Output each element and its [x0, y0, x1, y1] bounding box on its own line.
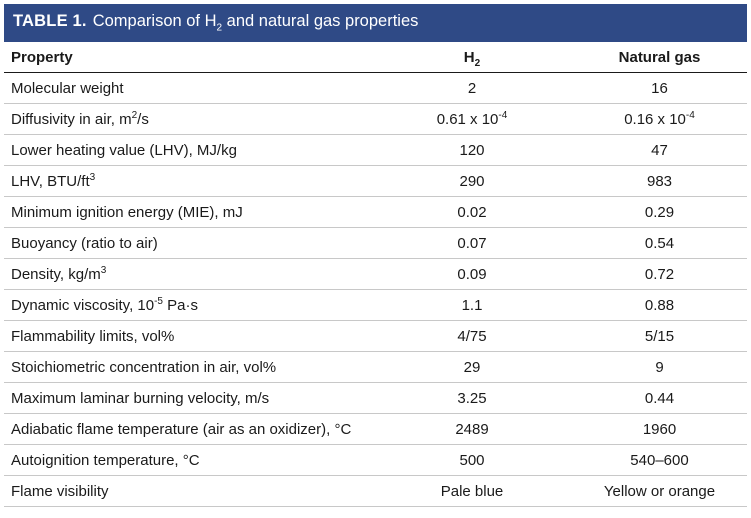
cell-h2: 0.07 [372, 227, 572, 259]
table-row: Dynamic viscosity, 10-5 Pa·s 1.1 0.88 [4, 289, 747, 321]
table-row: Maximum laminar burning velocity, m/s 3.… [4, 382, 747, 414]
properties-table: Property H2 Natural gas Molecular weight… [4, 42, 747, 507]
cell-h2: Pale blue [372, 475, 572, 507]
cell-h2: 4/75 [372, 320, 572, 352]
cell-natural-gas: 0.88 [572, 289, 747, 321]
table-row: Flame visibility Pale blue Yellow or ora… [4, 475, 747, 507]
cell-property: Density, kg/m3 [4, 258, 372, 290]
cell-h2: 1.1 [372, 289, 572, 321]
cell-property: LHV, BTU/ft3 [4, 165, 372, 197]
cell-h2: 290 [372, 165, 572, 197]
table-row: Flammability limits, vol% 4/75 5/15 [4, 320, 747, 352]
cell-natural-gas: Yellow or orange [572, 475, 747, 507]
cell-natural-gas: 0.16 x 10-4 [572, 103, 747, 135]
cell-property: Dynamic viscosity, 10-5 Pa·s [4, 289, 372, 321]
table-caption: TABLE 1. Comparison of H2 and natural ga… [4, 4, 747, 42]
cell-natural-gas: 540–600 [572, 444, 747, 476]
cell-property: Stoichiometric concentration in air, vol… [4, 351, 372, 383]
table-row: Lower heating value (LHV), MJ/kg 120 47 [4, 134, 747, 166]
table-caption-title: Comparison of H2 and natural gas propert… [92, 12, 419, 34]
table-row: Stoichiometric concentration in air, vol… [4, 351, 747, 383]
cell-h2: 0.09 [372, 258, 572, 290]
cell-property: Lower heating value (LHV), MJ/kg [4, 134, 372, 166]
cell-natural-gas: 0.44 [572, 382, 747, 414]
cell-h2: 2489 [372, 413, 572, 445]
cell-natural-gas: 16 [572, 72, 747, 104]
table-row: Buoyancy (ratio to air) 0.07 0.54 [4, 227, 747, 259]
table-row: Diffusivity in air, m2/s 0.61 x 10-4 0.1… [4, 103, 747, 135]
cell-natural-gas: 0.29 [572, 196, 747, 228]
table-row: Adiabatic flame temperature (air as an o… [4, 413, 747, 445]
properties-table-figure: TABLE 1. Comparison of H2 and natural ga… [4, 4, 747, 510]
cell-h2: 3.25 [372, 382, 572, 414]
cell-natural-gas: 0.54 [572, 227, 747, 259]
table-row: Molecular weight 2 16 [4, 72, 747, 104]
cell-property: Flammability limits, vol% [4, 320, 372, 352]
cell-natural-gas: 5/15 [572, 320, 747, 352]
cell-h2: 2 [372, 72, 572, 104]
cell-natural-gas: 9 [572, 351, 747, 383]
table-header-row: Property H2 Natural gas [4, 42, 747, 73]
table-row: Density, kg/m3 0.09 0.72 [4, 258, 747, 290]
cell-property: Maximum laminar burning velocity, m/s [4, 382, 372, 414]
cell-h2: 29 [372, 351, 572, 383]
cell-natural-gas: 1960 [572, 413, 747, 445]
cell-property: Buoyancy (ratio to air) [4, 227, 372, 259]
cell-natural-gas: 47 [572, 134, 747, 166]
table-row: Autoignition temperature, °C 500 540–600 [4, 444, 747, 476]
table-caption-label: TABLE 1. [13, 12, 87, 30]
header-natural-gas: Natural gas [572, 42, 747, 73]
cell-h2: 0.61 x 10-4 [372, 103, 572, 135]
table-row: LHV, BTU/ft3 290 983 [4, 165, 747, 197]
cell-property: Flame visibility [4, 475, 372, 507]
cell-natural-gas: 983 [572, 165, 747, 197]
header-property: Property [4, 42, 372, 73]
cell-property: Diffusivity in air, m2/s [4, 103, 372, 135]
cell-h2: 500 [372, 444, 572, 476]
cell-property: Adiabatic flame temperature (air as an o… [4, 413, 372, 445]
cell-natural-gas: 0.72 [572, 258, 747, 290]
cell-h2: 0.02 [372, 196, 572, 228]
header-h2: H2 [372, 42, 572, 73]
table-row: Minimum ignition energy (MIE), mJ 0.02 0… [4, 196, 747, 228]
cell-property: Molecular weight [4, 72, 372, 104]
cell-property: Autoignition temperature, °C [4, 444, 372, 476]
cell-h2: 120 [372, 134, 572, 166]
cell-property: Minimum ignition energy (MIE), mJ [4, 196, 372, 228]
